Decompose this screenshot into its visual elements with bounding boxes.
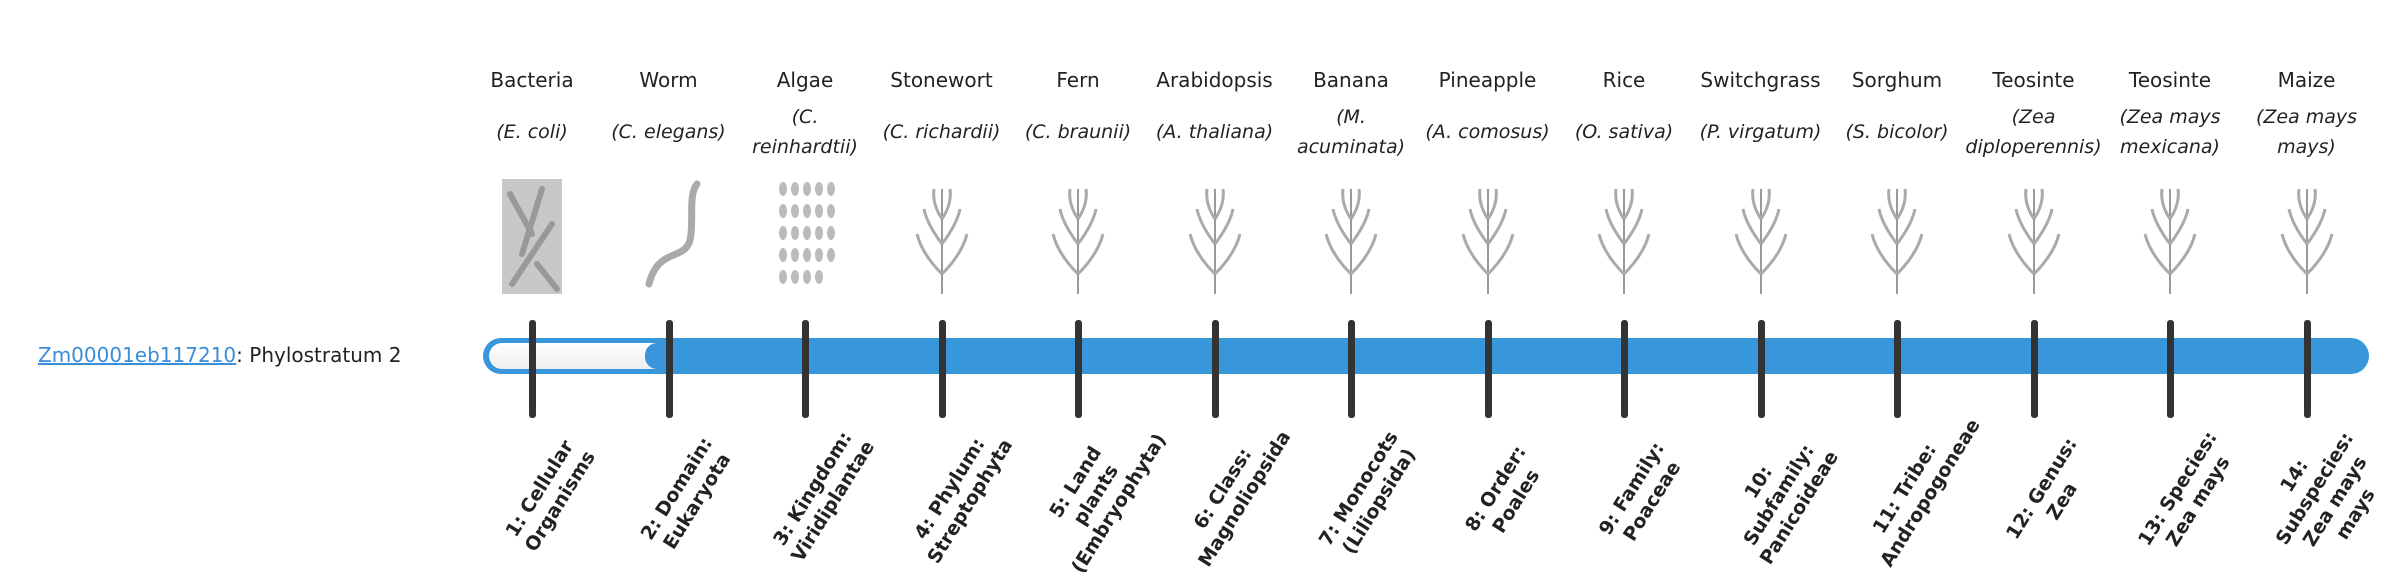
species-name: (C. richardii) bbox=[882, 121, 1001, 143]
stratum-tick bbox=[665, 320, 673, 418]
arabidopsis-icon bbox=[1147, 174, 1283, 299]
algae-icon bbox=[737, 174, 873, 299]
banana-icon bbox=[1283, 174, 1419, 299]
organism-name: Switchgrass bbox=[1700, 68, 1821, 92]
stonewort-icon bbox=[874, 174, 1010, 299]
phylostratum-bar bbox=[483, 338, 2369, 374]
stratum-column: Algae (C. reinhardtii) bbox=[737, 60, 873, 299]
stratum-column: Switchgrass (P. virgatum) bbox=[1693, 60, 1829, 299]
stratum-tick bbox=[1211, 320, 1219, 418]
stratum-label: 8: Order: Poales bbox=[1460, 441, 1544, 538]
stratum-label: 11: Tribe: Andropogoneae bbox=[1868, 415, 1985, 571]
organism-name: Teosinte bbox=[1992, 68, 2075, 92]
stratum-column: Stonewort (C. richardii) bbox=[874, 60, 1010, 299]
stratum-column: Pineapple (A. comosus) bbox=[1420, 60, 1556, 299]
organism-name: Algae bbox=[776, 68, 834, 92]
switchgrass-icon bbox=[1693, 174, 1829, 299]
organism-name: Arabidopsis bbox=[1156, 68, 1273, 92]
organism-name: Teosinte bbox=[2128, 68, 2212, 92]
organism-name: Stonewort bbox=[890, 68, 993, 92]
stratum-label: 6: Class: Magnoliopsida bbox=[1188, 426, 1295, 571]
sorghum-icon bbox=[1829, 174, 1965, 299]
stratum-label: 7: Monocots (Liliopsida) bbox=[1314, 427, 1421, 559]
bacteria-icon bbox=[464, 174, 600, 299]
organism-name: Sorghum bbox=[1851, 68, 1943, 92]
species-name: (M. acuminata) bbox=[1296, 106, 1406, 158]
species-name: (S. bicolor) bbox=[1845, 121, 1949, 143]
species-name: (C. braunii) bbox=[1024, 121, 1132, 143]
stratum-column: Banana (M. acuminata) bbox=[1283, 60, 1419, 299]
stratum-tick bbox=[938, 320, 946, 418]
worm-icon bbox=[601, 174, 737, 299]
teosinte-icon bbox=[1966, 174, 2102, 299]
stratum-column: Sorghum (S. bicolor) bbox=[1829, 60, 1965, 299]
stratum-tick bbox=[1621, 320, 1628, 418]
stratum-tick bbox=[2303, 320, 2311, 418]
stratum-tick bbox=[802, 320, 809, 418]
stratum-tick bbox=[1484, 320, 1492, 418]
stratum-column: Rice (O. sativa) bbox=[1556, 60, 1692, 299]
species-name: (E. coli) bbox=[496, 121, 568, 143]
stratum-column: Bacteria (E. coli) bbox=[464, 60, 600, 299]
stratum-tick bbox=[2030, 320, 2038, 418]
stratum-label: 9: Family: Poaceae bbox=[1594, 438, 1686, 546]
teosinte-icon bbox=[2102, 174, 2238, 299]
rice-icon bbox=[1556, 174, 1692, 299]
stratum-column: Teosinte (Zea diploperennis) bbox=[1965, 60, 2102, 299]
stratum-tick bbox=[1075, 320, 1082, 418]
stratum-label: 14: Subspecies: Zea mays mays bbox=[2271, 428, 2380, 551]
organism-name: Rice bbox=[1602, 68, 1646, 92]
stratum-tick bbox=[1894, 320, 1901, 418]
pineapple-icon bbox=[1420, 174, 1556, 299]
species-name: (Zea mays mays) bbox=[2255, 106, 2358, 158]
stratum-tick bbox=[1757, 320, 1765, 418]
stratum-column: Fern (C. braunii) bbox=[1010, 60, 1146, 299]
species-name: (A. comosus) bbox=[1425, 121, 1550, 143]
stratum-tick bbox=[1348, 320, 1355, 418]
stratum-label: 5: Land plants (Embryophyta) bbox=[1045, 429, 1171, 578]
species-name: (C. elegans) bbox=[611, 121, 726, 143]
species-name: (O. sativa) bbox=[1574, 121, 1674, 143]
organism-name: Bacteria bbox=[490, 68, 574, 92]
fern-icon bbox=[1010, 174, 1146, 299]
species-name: (Zea diploperennis) bbox=[1965, 106, 2102, 158]
stratum-column: Worm (C. elegans) bbox=[601, 60, 737, 299]
maize-icon bbox=[2239, 174, 2375, 299]
stratum-label: 1: Cellular Organisms bbox=[501, 436, 600, 556]
stratum-label: 13: Species: Zea mays bbox=[2133, 427, 2235, 551]
gene-link[interactable]: Zm00001eb117210 bbox=[38, 343, 237, 367]
species-name: (C. reinhardtii) bbox=[752, 106, 858, 158]
stratum-column: Arabidopsis (A. thaliana) bbox=[1147, 60, 1283, 299]
species-name: (Zea mays mexicana) bbox=[2119, 106, 2221, 158]
stratum-column: Maize (Zea mays mays) bbox=[2239, 60, 2375, 299]
organism-name: Pineapple bbox=[1438, 68, 1537, 92]
stratum-column: Teosinte (Zea mays mexicana) bbox=[2102, 60, 2238, 299]
stratum-label: 10: Subfamily: Panicoideae bbox=[1738, 440, 1843, 569]
gene-label: Zm00001eb117210: Phylostratum 2 bbox=[38, 340, 401, 370]
species-name: (P. virgatum) bbox=[1699, 121, 1822, 143]
stratum-label: 3: Kingdom: Viridiplantae bbox=[769, 427, 880, 566]
stratum-tick bbox=[529, 320, 536, 418]
organism-name: Banana bbox=[1313, 68, 1389, 92]
stratum-tick bbox=[2167, 320, 2174, 418]
organism-name: Worm bbox=[639, 68, 698, 92]
stratum-label: 4: Phylum: Streptophyta bbox=[909, 434, 1017, 568]
phylostratum-text: : Phylostratum 2 bbox=[236, 343, 402, 367]
species-name: (A. thaliana) bbox=[1155, 121, 1274, 143]
organism-name: Maize bbox=[2277, 68, 2336, 92]
stratum-label: 12: Genus: Zea bbox=[2001, 434, 2082, 544]
stratum-label: 2: Domain: Eukaryota bbox=[636, 433, 735, 554]
phylostratum-fill bbox=[489, 343, 668, 369]
organism-name: Fern bbox=[1056, 68, 1100, 92]
